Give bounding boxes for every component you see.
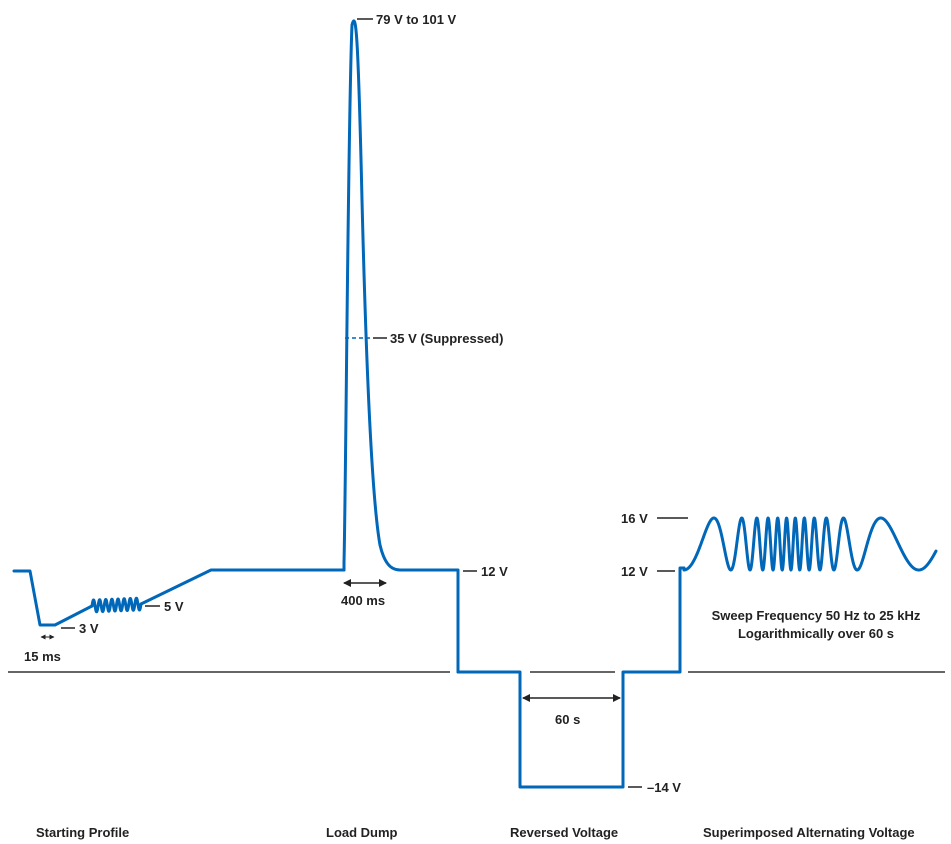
label-sweep-line2: Logarithmically over 60 s xyxy=(738,626,894,641)
section-reversed-voltage: Reversed Voltage xyxy=(510,825,618,840)
starting-profile-waveform xyxy=(12,569,94,627)
label-neg14v: –14 V xyxy=(647,780,681,795)
label-15ms: 15 ms xyxy=(24,649,61,664)
load-dump-pulse xyxy=(342,19,460,674)
reversed-voltage-waveform xyxy=(456,566,686,789)
label-sweep-line1: Sweep Frequency 50 Hz to 25 kHz xyxy=(712,608,921,623)
label-12v-ac: 12 V xyxy=(621,564,648,579)
label-3v: 3 V xyxy=(79,621,99,636)
section-load-dump: Load Dump xyxy=(326,825,398,840)
label-suppressed: 35 V (Suppressed) xyxy=(390,331,503,346)
label-5v: 5 V xyxy=(164,599,184,614)
label-16v: 16 V xyxy=(621,511,648,526)
label-12v-dump: 12 V xyxy=(481,564,508,579)
label-peak: 79 V to 101 V xyxy=(376,12,457,27)
label-60s: 60 s xyxy=(555,712,580,727)
label-400ms: 400 ms xyxy=(341,593,385,608)
superimposed-ac-waveform xyxy=(682,516,938,572)
section-starting-profile: Starting Profile xyxy=(36,825,129,840)
section-superimposed-ac: Superimposed Alternating Voltage xyxy=(703,825,915,840)
starting-profile-ripple xyxy=(90,596,143,614)
starting-profile-ramp xyxy=(139,568,346,606)
